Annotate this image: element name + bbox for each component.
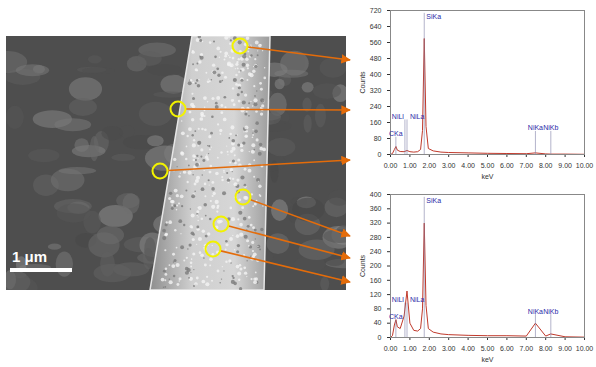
svg-text:320: 320 <box>370 87 382 94</box>
svg-text:10.00: 10.00 <box>576 162 594 169</box>
svg-text:360: 360 <box>370 205 382 212</box>
svg-text:9.00: 9.00 <box>558 345 572 352</box>
svg-text:1 μm: 1 μm <box>12 248 47 265</box>
svg-text:6.00: 6.00 <box>500 162 514 169</box>
svg-text:2.00: 2.00 <box>422 345 436 352</box>
svg-text:NiLl: NiLl <box>392 296 405 303</box>
svg-text:400: 400 <box>370 191 382 198</box>
svg-text:9.00: 9.00 <box>558 162 572 169</box>
svg-text:NiKa: NiKa <box>528 308 543 315</box>
svg-text:CKa: CKa <box>389 130 403 137</box>
svg-text:keV: keV <box>481 356 493 363</box>
svg-text:SiKa: SiKa <box>426 13 441 20</box>
svg-text:10.00: 10.00 <box>576 345 594 352</box>
svg-text:480: 480 <box>370 55 382 62</box>
svg-text:Counts: Counts <box>359 254 366 277</box>
svg-text:NiLl: NiLl <box>392 113 405 120</box>
svg-text:40: 40 <box>374 319 382 326</box>
svg-text:8.00: 8.00 <box>539 162 553 169</box>
svg-text:160: 160 <box>370 119 382 126</box>
svg-text:400: 400 <box>370 71 382 78</box>
svg-text:0: 0 <box>378 334 382 341</box>
svg-text:80: 80 <box>374 305 382 312</box>
svg-text:SiKa: SiKa <box>426 197 441 204</box>
svg-text:NiKa: NiKa <box>528 124 543 131</box>
svg-text:5.00: 5.00 <box>481 345 495 352</box>
svg-text:80: 80 <box>374 135 382 142</box>
svg-text:NiLa: NiLa <box>410 296 425 303</box>
svg-text:0.00: 0.00 <box>384 162 398 169</box>
svg-text:0.00: 0.00 <box>384 345 398 352</box>
svg-text:280: 280 <box>370 234 382 241</box>
svg-text:CKa: CKa <box>389 313 403 320</box>
svg-text:3.00: 3.00 <box>442 345 456 352</box>
svg-text:640: 640 <box>370 23 382 30</box>
svg-text:6.00: 6.00 <box>500 345 514 352</box>
svg-text:NiKb: NiKb <box>543 124 558 131</box>
svg-text:240: 240 <box>370 248 382 255</box>
svg-text:1.00: 1.00 <box>403 162 417 169</box>
svg-text:1.00: 1.00 <box>403 345 417 352</box>
svg-text:4.00: 4.00 <box>461 162 475 169</box>
svg-text:3.00: 3.00 <box>442 162 456 169</box>
svg-text:240: 240 <box>370 103 382 110</box>
svg-text:0: 0 <box>378 151 382 158</box>
svg-text:720: 720 <box>370 7 382 14</box>
svg-text:5.00: 5.00 <box>481 162 495 169</box>
svg-text:120: 120 <box>370 291 382 298</box>
svg-text:2.00: 2.00 <box>422 162 436 169</box>
svg-text:320: 320 <box>370 219 382 226</box>
svg-text:NiKb: NiKb <box>543 308 558 315</box>
svg-text:200: 200 <box>370 262 382 269</box>
svg-text:7.00: 7.00 <box>519 345 533 352</box>
svg-text:7.00: 7.00 <box>519 162 533 169</box>
svg-text:4.00: 4.00 <box>461 345 475 352</box>
svg-text:NiLa: NiLa <box>410 113 425 120</box>
svg-text:keV: keV <box>481 173 493 180</box>
svg-text:160: 160 <box>370 277 382 284</box>
svg-text:560: 560 <box>370 39 382 46</box>
svg-text:8.00: 8.00 <box>539 345 553 352</box>
svg-text:Counts: Counts <box>359 71 366 94</box>
